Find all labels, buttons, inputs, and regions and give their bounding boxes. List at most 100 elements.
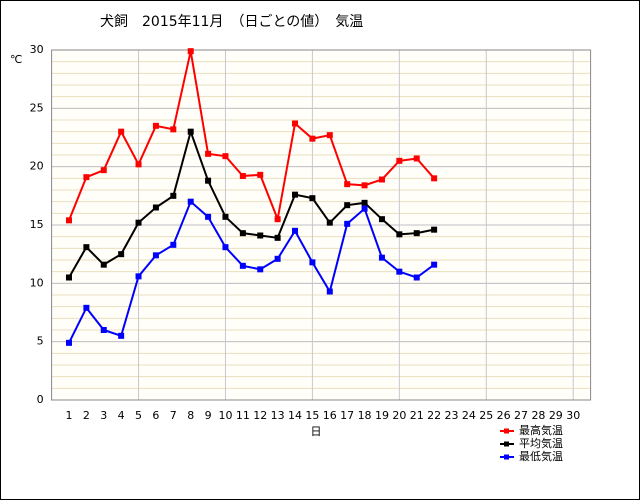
x-tick-label: 7 [170, 409, 177, 422]
x-tick-label: 12 [253, 409, 267, 422]
point [326, 132, 333, 139]
x-tick-label: 30 [566, 409, 580, 422]
plot-border [51, 49, 592, 401]
point [257, 232, 264, 239]
y-tick-label: 25 [30, 101, 44, 114]
x-tick-label: 27 [514, 409, 528, 422]
point [413, 230, 420, 237]
x-tick-label: 29 [549, 409, 563, 422]
x-tick-label: 26 [497, 409, 511, 422]
point [65, 339, 72, 346]
legend-label: 平均気温 [519, 436, 563, 450]
x-tick-label: 11 [236, 409, 250, 422]
x-tick-label: 4 [118, 409, 125, 422]
point [257, 171, 264, 178]
point [396, 157, 403, 164]
point [135, 273, 142, 280]
y-tick-label: 5 [37, 335, 44, 348]
point [100, 167, 107, 174]
point [413, 155, 420, 162]
point [170, 192, 177, 199]
point [65, 274, 72, 281]
point [431, 175, 438, 182]
y-tick-label: 15 [30, 218, 44, 231]
point [205, 177, 212, 184]
point [274, 216, 281, 223]
point [205, 213, 212, 220]
series-line [68, 50, 435, 223]
point [222, 244, 229, 251]
chart-title: 犬飼 2015年11月 （日ごとの値） 気温 [100, 14, 363, 30]
point [292, 227, 299, 234]
point [222, 153, 229, 160]
point [187, 198, 194, 205]
point [135, 219, 142, 226]
point [326, 219, 333, 226]
x-tick-label: 6 [152, 409, 159, 422]
point [100, 261, 107, 268]
y-tick-label: 10 [30, 276, 44, 289]
point [135, 161, 142, 168]
point [361, 199, 368, 206]
x-tick-label: 25 [479, 409, 493, 422]
point [431, 261, 438, 268]
x-tick-label: 28 [531, 409, 545, 422]
point [152, 252, 159, 259]
point [222, 213, 229, 220]
point [396, 268, 403, 275]
point [118, 128, 125, 135]
x-tick-label: 14 [288, 409, 302, 422]
legend-marker [504, 454, 509, 460]
point [361, 182, 368, 189]
point [274, 234, 281, 241]
point [274, 255, 281, 262]
point [309, 135, 316, 142]
point [344, 181, 351, 188]
point [326, 288, 333, 295]
point [378, 216, 385, 223]
point [292, 120, 299, 127]
point [309, 259, 316, 266]
x-tick-label: 23 [445, 409, 459, 422]
y-unit: ℃ [10, 53, 22, 66]
x-tick-label: 3 [100, 409, 107, 422]
x-tick-label: 22 [427, 409, 441, 422]
point [152, 122, 159, 129]
point [83, 244, 90, 251]
point [309, 195, 316, 202]
point [187, 48, 194, 55]
y-tick-label: 20 [30, 160, 44, 173]
legend-label: 最低気温 [519, 449, 563, 463]
series-line [68, 128, 435, 278]
x-tick-label: 8 [187, 409, 194, 422]
x-tick-label: 9 [205, 409, 212, 422]
x-tick-label: 21 [410, 409, 424, 422]
y-tick-label: 0 [37, 393, 44, 406]
x-tick-label: 13 [271, 409, 285, 422]
point [361, 205, 368, 212]
point [378, 176, 385, 183]
x-tick-label: 24 [462, 409, 476, 422]
x-tick-label: 16 [323, 409, 337, 422]
x-tick-label: 5 [135, 409, 142, 422]
point [205, 150, 212, 157]
legend-marker [504, 428, 509, 434]
point [292, 191, 299, 198]
point [239, 230, 246, 237]
x-tick-label: 18 [358, 409, 372, 422]
x-tick-label: 10 [218, 409, 232, 422]
point [431, 226, 438, 233]
point [413, 274, 420, 281]
legend-label: 最高気温 [519, 423, 563, 437]
point [152, 204, 159, 211]
point [396, 231, 403, 238]
point [344, 202, 351, 209]
legend-marker [504, 441, 509, 447]
x-tick-label: 19 [375, 409, 389, 422]
x-tick-label: 15 [305, 409, 319, 422]
series-line [68, 199, 435, 344]
x-tick-label: 2 [83, 409, 90, 422]
point [344, 220, 351, 227]
point [239, 173, 246, 179]
